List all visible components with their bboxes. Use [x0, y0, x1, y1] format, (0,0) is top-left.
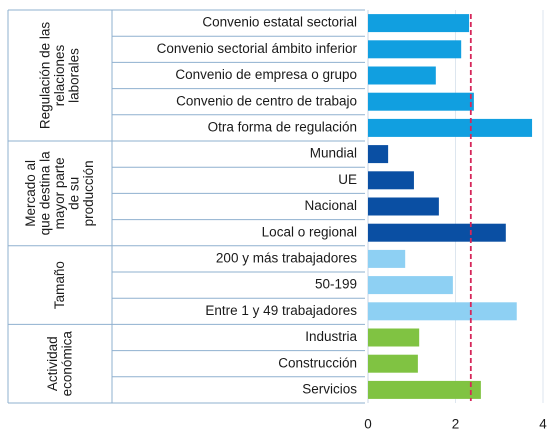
- category-label: Convenio de centro de trabajo: [176, 93, 357, 108]
- bar: [368, 118, 533, 137]
- bar: [368, 276, 453, 295]
- group-label: Actividadeconómica: [44, 331, 74, 397]
- category-label: 50-199: [315, 277, 357, 292]
- group-label-line: Actividad: [44, 336, 59, 391]
- bar: [368, 223, 506, 242]
- category-label: 200 y más trabajadores: [216, 250, 357, 265]
- bar: [368, 40, 462, 59]
- group-label: Regulación de lasrelacioneslaborales: [37, 22, 81, 130]
- category-label: Mundial: [310, 146, 357, 161]
- group-label-line: producción: [81, 160, 96, 226]
- group-label-line: laborales: [66, 48, 81, 103]
- bar: [368, 197, 439, 216]
- bar: [368, 302, 517, 321]
- category-label: Entre 1 y 49 trabajadores: [205, 303, 357, 318]
- bar: [368, 66, 436, 85]
- bar: [368, 171, 414, 190]
- category-label: Nacional: [304, 198, 357, 213]
- bar: [368, 249, 406, 268]
- bar: [368, 145, 389, 164]
- group-label-line: Regulación de las: [37, 22, 52, 130]
- group-label: Mercado alque destina lamayor partede su…: [23, 151, 96, 236]
- x-tick-label: 4: [539, 417, 547, 432]
- category-label: UE: [338, 172, 357, 187]
- bar: [368, 14, 470, 33]
- bar: [368, 328, 420, 347]
- x-tick-label: 2: [452, 417, 460, 432]
- group-label-line: Tamaño: [52, 261, 67, 309]
- x-tick-label: 0: [364, 417, 372, 432]
- category-label: Servicios: [302, 381, 357, 396]
- category-label: Convenio de empresa o grupo: [175, 67, 357, 82]
- group-label-line: que destina la: [37, 151, 52, 236]
- category-label: Construcción: [278, 355, 357, 370]
- category-label: Industria: [305, 329, 357, 344]
- group-label-line: relaciones: [52, 44, 67, 106]
- bar: [368, 354, 418, 373]
- group-label-line: mayor parte: [52, 157, 67, 229]
- group-label-line: económica: [59, 331, 74, 397]
- category-label: Local o regional: [262, 224, 357, 239]
- category-label: Otra forma de regulación: [208, 119, 357, 134]
- category-label: Convenio sectorial ámbito inferior: [157, 41, 358, 56]
- group-label-line: Mercado al: [23, 160, 38, 227]
- category-label: Convenio estatal sectorial: [202, 15, 357, 30]
- group-label: Tamaño: [52, 261, 67, 309]
- bar: [368, 380, 481, 399]
- group-label-line: de su: [66, 177, 81, 210]
- bar: [368, 92, 474, 111]
